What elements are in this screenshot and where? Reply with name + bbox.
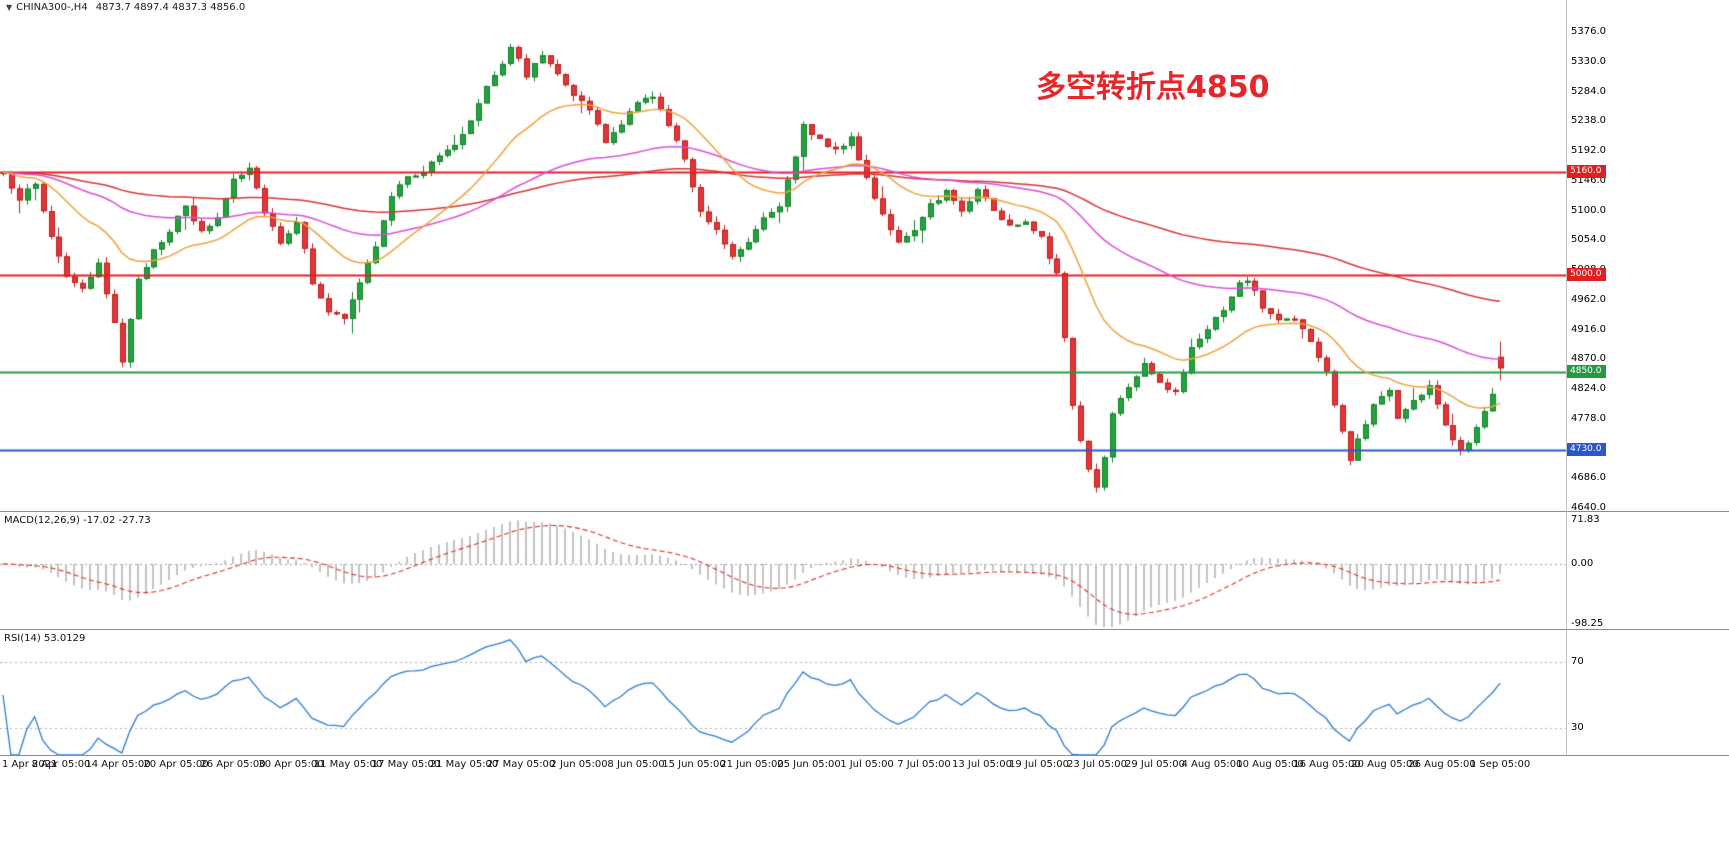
price-scale-label: 4916.0 [1571,323,1606,335]
time-axis-label: 26 Apr 05:00 [200,759,266,770]
price-scale-label: 4640.0 [1571,502,1606,513]
time-axis[interactable]: 1 Apr 2021 8 Apr 05:00 14 Apr 05:00 20 Apr … [0,756,1729,774]
pane-separator[interactable] [0,755,1729,756]
time-axis-label: 29 Jul 05:00 [1125,759,1185,770]
rsi-canvas[interactable] [0,630,1566,755]
chart-dropdown-icon[interactable]: ▼ [6,3,13,12]
pane-separator[interactable] [0,629,1729,630]
price-scale-label: 4686.0 [1571,472,1606,484]
bottom-filler [0,774,1729,842]
price-scale-label: 5146.0 [1571,174,1606,186]
time-axis-label: 15 Jun 05:00 [662,759,726,770]
time-axis-label: 8 Jun 05:00 [607,759,665,770]
price-chart-canvas[interactable] [0,0,1566,511]
rsi-scale-label: 30 [1571,722,1584,734]
price-scale-label: 5330.0 [1571,55,1606,67]
rsi-indicator-label: RSI(14) 53.0129 [4,633,86,644]
time-axis-label: 1 Sep 05:00 [1469,759,1531,770]
time-axis-label: 21 Jun 05:00 [720,759,784,770]
time-axis-label: 20 Apr 05:00 [143,759,209,770]
time-axis-label: 2 Jun 05:00 [550,759,608,770]
macd-indicator-label: MACD(12,26,9) -17.02 -27.73 [4,515,151,526]
time-axis-label: 23 Jul 05:00 [1067,759,1127,770]
price-scale-label: 5100.0 [1571,204,1606,216]
chart-info-bar: ▼ CHINA300-,H4 4873.7 4897.4 4837.3 4856.0 [6,2,245,16]
time-axis-label: 21 May 05:00 [429,759,499,770]
time-axis-label: 14 Apr 05:00 [85,759,151,770]
time-axis-label: 25 Jun 05:00 [777,759,841,770]
time-axis-label: 19 Jul 05:00 [1009,759,1069,770]
time-axis-label: 26 Aug 05:00 [1408,759,1476,770]
macd-canvas[interactable] [0,512,1566,629]
time-axis-label: 11 May 05:00 [313,759,383,770]
chart-annotation-text: 多空转折点4850 [1036,70,1270,105]
time-axis-label: 4 Aug 05:00 [1181,759,1243,770]
rsi-scale-label: 70 [1571,655,1584,667]
macd-scale-label: 0.00 [1571,557,1594,569]
macd-scale-label: -98.25 [1571,618,1604,629]
price-scale-divider [1566,0,1567,755]
time-axis-label: 1 Apr 2021 [2,759,58,770]
time-axis-label: 10 Aug 05:00 [1236,759,1304,770]
price-scale-label: 5376.0 [1571,26,1606,37]
price-scale-label: 4778.0 [1571,412,1606,424]
price-scale-label: 4962.0 [1571,293,1606,305]
time-axis-label: 16 Aug 05:00 [1293,759,1361,770]
price-scale-label: 5238.0 [1571,115,1606,127]
time-axis-label: 7 Jul 05:00 [897,759,951,770]
price-scale-label: 4870.0 [1571,353,1606,365]
level-price-tag: 5000.0 [1567,268,1606,282]
time-axis-label: 8 Apr 05:00 [31,759,91,770]
price-scale[interactable]: 5376.0 5330.0 5284.0 5238.0 5192.0 5146.0 5100… [1566,0,1729,756]
time-axis-label: 30 Apr 05:00 [258,759,324,770]
ohlc-values: 4873.7 4897.4 4837.3 4856.0 [95,2,246,13]
time-axis-label: 20 Aug 05:00 [1351,759,1419,770]
level-price-tag: 4730.0 [1567,442,1606,456]
time-axis-label: 13 Jul 05:00 [952,759,1012,770]
price-scale-label: 5192.0 [1571,145,1606,156]
price-scale-label: 4824.0 [1571,383,1606,394]
time-axis-label: 1 Jul 05:00 [840,759,894,770]
level-price-tag: 5160.0 [1567,164,1606,178]
time-axis-label: 17 May 05:00 [371,759,441,770]
symbol-timeframe: CHINA300-,H4 [16,2,88,13]
macd-scale-label: 71.83 [1571,514,1600,525]
level-price-tag: 4850.0 [1567,365,1606,379]
price-scale-label: 5054.0 [1571,234,1606,246]
pane-separator[interactable] [0,511,1729,512]
price-scale-label: 5284.0 [1571,85,1606,97]
time-axis-label: 27 May 05:00 [486,759,556,770]
